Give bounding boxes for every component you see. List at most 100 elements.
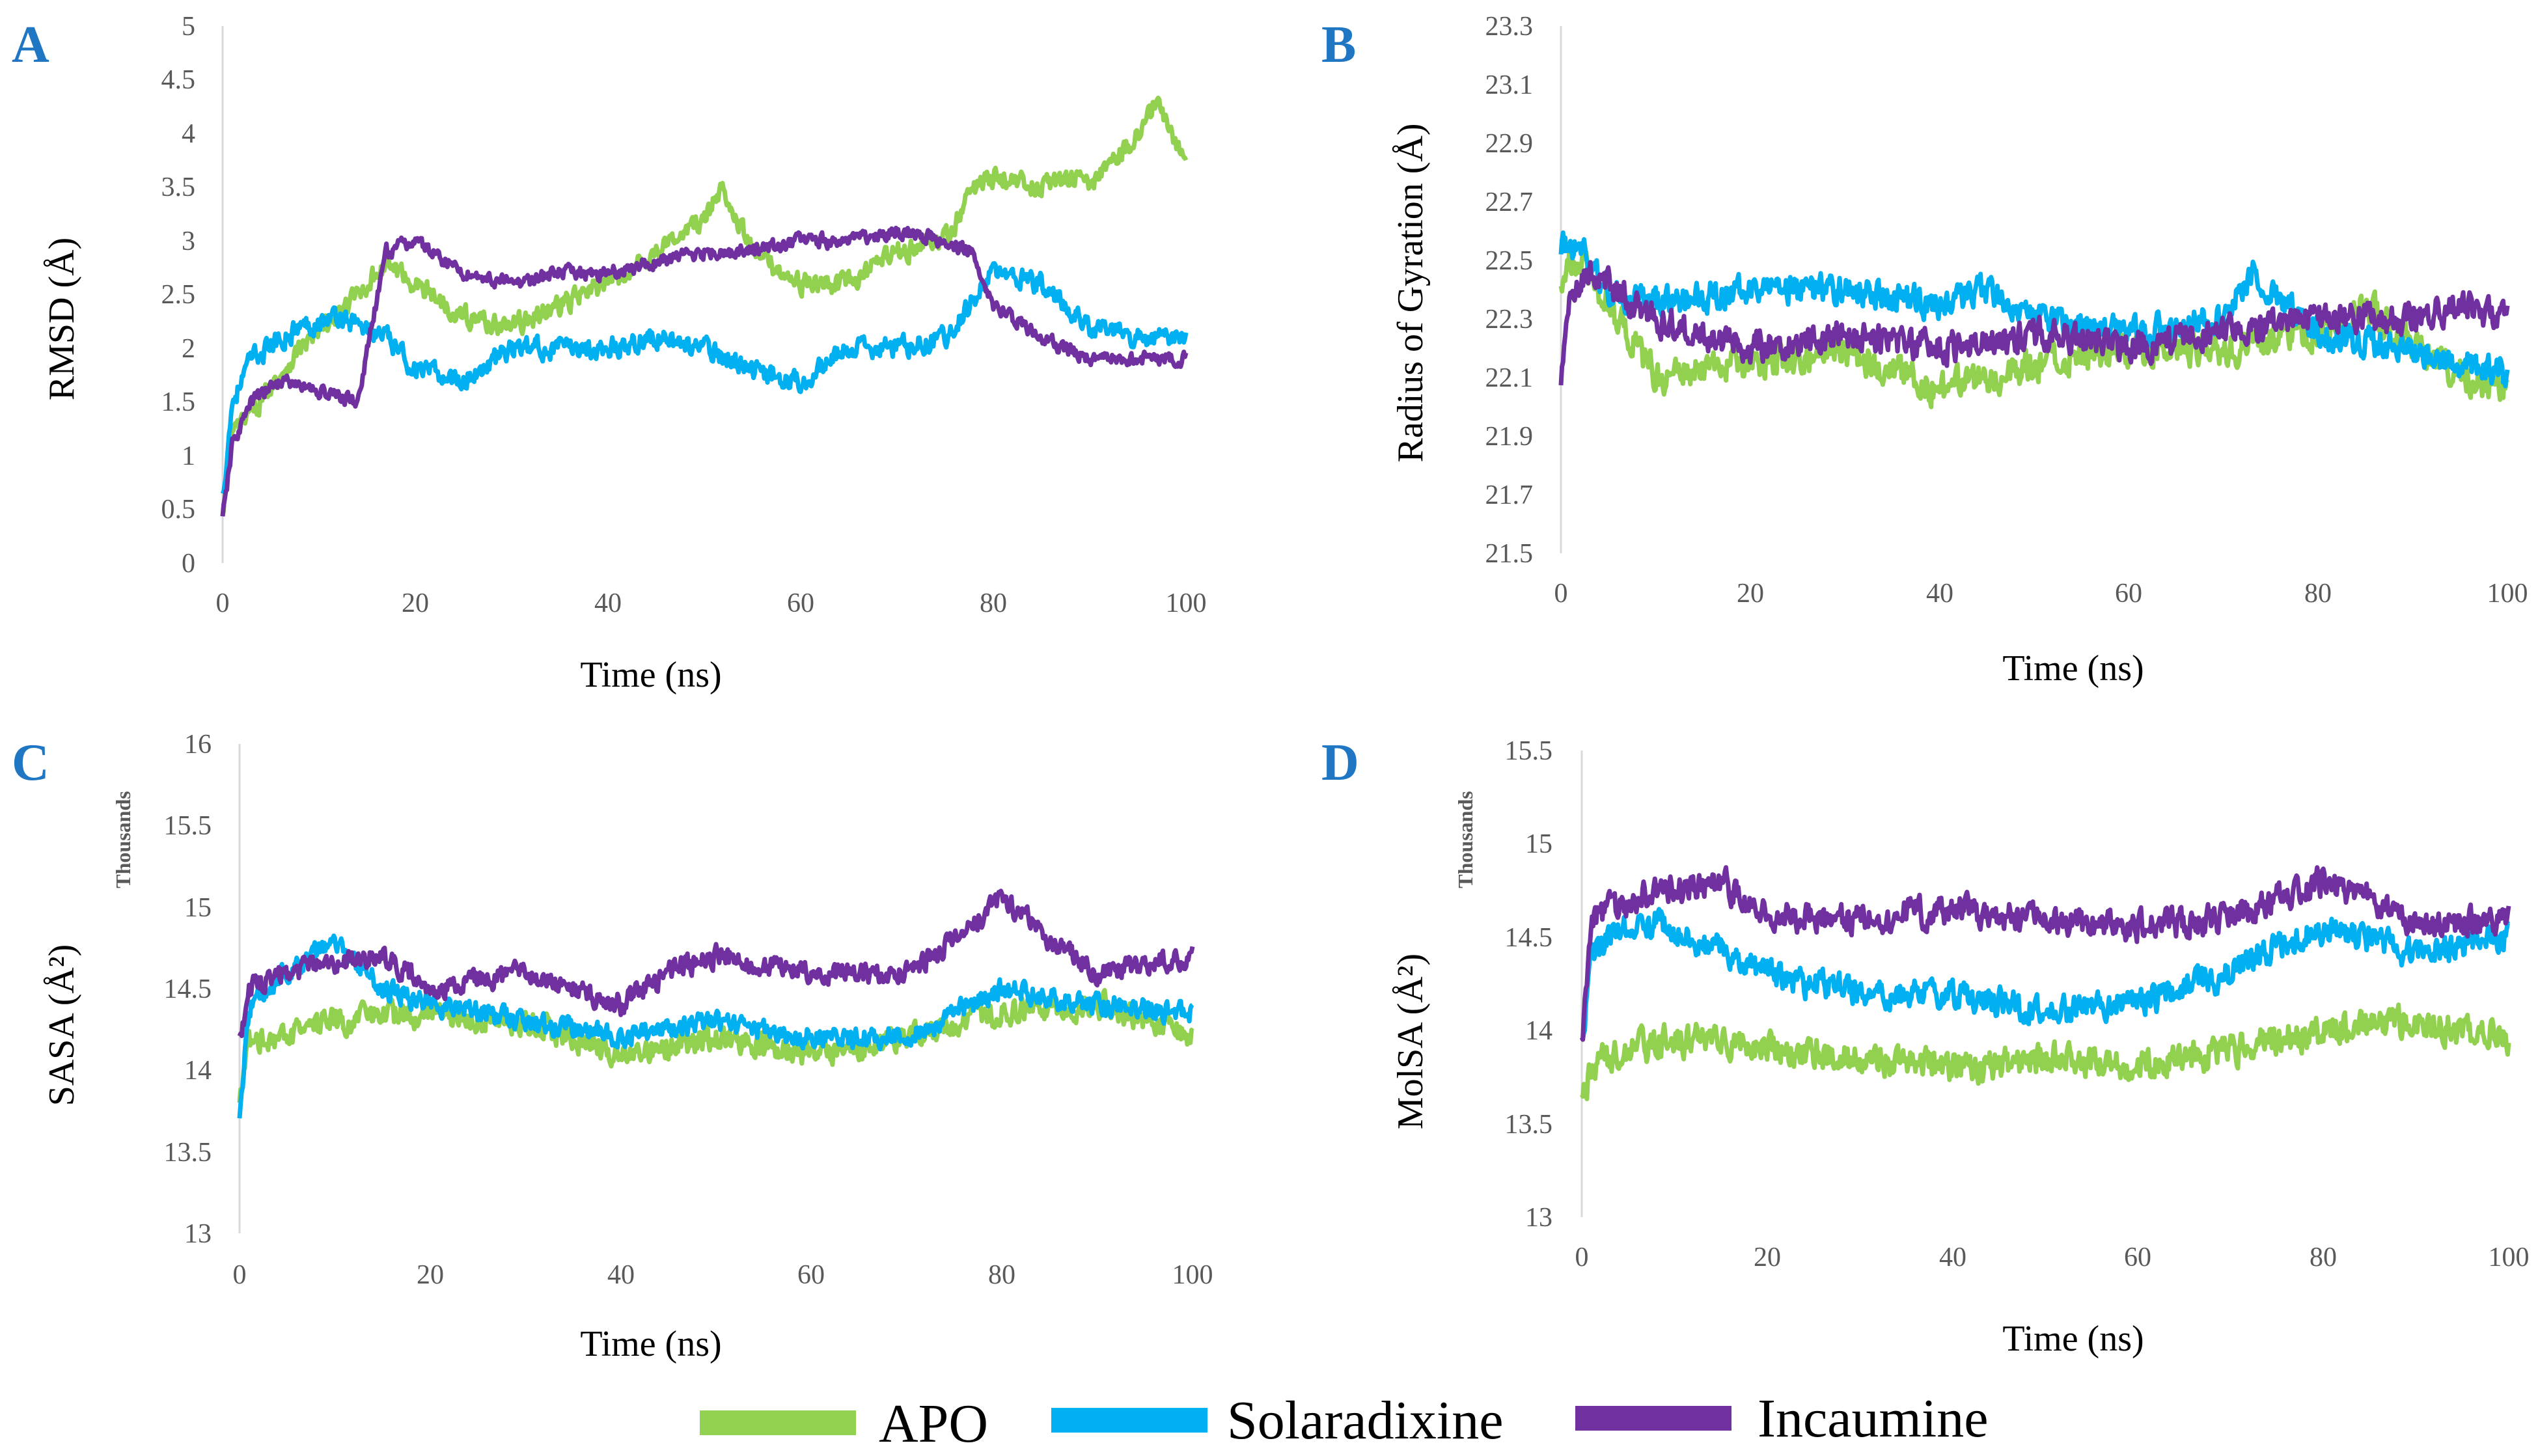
panel-letter: D bbox=[1321, 734, 1359, 791]
y-tick: 23.1 bbox=[1485, 70, 1534, 100]
panel-d: D 13 13.5 14 14.5 15 15.5 0 20 40 60 80 … bbox=[1321, 734, 2530, 1359]
series-line-solaradixine bbox=[1558, 230, 2510, 389]
x-ticks: 0 20 40 60 80 100 bbox=[1575, 1243, 2530, 1272]
panel-letter: B bbox=[1321, 16, 1356, 74]
x-axis-title: Time (ns) bbox=[2002, 648, 2144, 689]
y-tick: 14.5 bbox=[1505, 923, 1553, 953]
y-tick: 3.5 bbox=[161, 172, 196, 202]
y-tick: 15 bbox=[184, 893, 212, 923]
y-tick: 22.1 bbox=[1485, 363, 1534, 393]
x-tick: 80 bbox=[988, 1260, 1015, 1290]
panel-c: C 13 13.5 14 14.5 15 15.5 16 0 20 40 60 … bbox=[12, 730, 1213, 1364]
y-tick: 16 bbox=[184, 730, 212, 760]
x-axis-title: Time (ns) bbox=[580, 1324, 721, 1364]
y-tick: 22.3 bbox=[1485, 305, 1534, 335]
y-axis-title: RMSD (Å) bbox=[42, 238, 82, 400]
x-tick: 20 bbox=[402, 588, 429, 618]
legend-item-apo: APO bbox=[700, 1394, 988, 1454]
x-tick: 80 bbox=[2304, 579, 2332, 609]
x-tick: 0 bbox=[1575, 1243, 1589, 1272]
series-line-incaumine bbox=[1558, 260, 2510, 386]
series-line-solaradixine bbox=[220, 261, 1189, 495]
y-tick: 2 bbox=[182, 334, 195, 364]
y-tick: 14.5 bbox=[164, 974, 212, 1004]
y-tick: 15.5 bbox=[164, 811, 212, 841]
y-ticks: 13 13.5 14 14.5 15 15.5 16 bbox=[164, 730, 212, 1249]
x-axis-title: Time (ns) bbox=[2002, 1319, 2144, 1359]
y-tick: 4.5 bbox=[161, 65, 196, 95]
y-axis-title: Radius of Gyration (Å) bbox=[1390, 123, 1431, 462]
y-tick: 0 bbox=[182, 549, 195, 579]
y-tick: 15.5 bbox=[1505, 736, 1553, 766]
legend: APO Solaradixine Incaumine bbox=[700, 1388, 1989, 1454]
x-tick: 60 bbox=[787, 588, 814, 618]
y-ticks: 21.5 21.7 21.9 22.1 22.3 22.5 22.7 22.9 … bbox=[1485, 12, 1534, 569]
legend-label: APO bbox=[879, 1394, 988, 1454]
y-tick: 1 bbox=[182, 441, 195, 471]
y-tick: 21.5 bbox=[1485, 539, 1534, 569]
units-label: Thousands bbox=[1454, 791, 1477, 888]
x-tick: 60 bbox=[797, 1260, 825, 1290]
y-tick: 5 bbox=[182, 12, 195, 42]
y-tick: 14 bbox=[1525, 1016, 1552, 1046]
y-ticks: 13 13.5 14 14.5 15 15.5 bbox=[1505, 736, 1553, 1233]
y-tick: 1.5 bbox=[161, 387, 196, 417]
x-tick: 60 bbox=[2115, 579, 2142, 609]
panel-letter: A bbox=[12, 16, 49, 74]
y-tick: 13.5 bbox=[1505, 1110, 1553, 1140]
x-tick: 20 bbox=[1737, 579, 1764, 609]
y-tick: 13 bbox=[1525, 1203, 1552, 1233]
y-tick: 22.5 bbox=[1485, 246, 1534, 276]
y-axis-title: SASA (Å²) bbox=[42, 944, 82, 1106]
y-axis-title: MolSA (Å²) bbox=[1390, 954, 1431, 1129]
x-tick: 0 bbox=[216, 588, 230, 618]
y-tick: 23.3 bbox=[1485, 12, 1534, 42]
x-tick: 100 bbox=[1172, 1260, 1213, 1290]
legend-item-incaumine: Incaumine bbox=[1575, 1388, 1989, 1449]
y-tick: 21.9 bbox=[1485, 422, 1534, 452]
x-ticks: 0 20 40 60 80 100 bbox=[216, 588, 1207, 618]
y-tick: 13 bbox=[184, 1219, 212, 1249]
x-tick: 100 bbox=[2487, 579, 2528, 609]
series-line-incaumine bbox=[237, 888, 1195, 1038]
series-line-apo bbox=[1579, 1002, 2511, 1101]
series-line-apo bbox=[237, 987, 1194, 1103]
x-tick: 40 bbox=[607, 1260, 635, 1290]
series-line-apo bbox=[220, 95, 1189, 517]
x-tick: 80 bbox=[2310, 1243, 2337, 1272]
plot-area bbox=[237, 888, 1195, 1119]
legend-swatch bbox=[1575, 1406, 1731, 1431]
y-tick: 0.5 bbox=[161, 495, 196, 525]
units-label: Thousands bbox=[111, 791, 135, 888]
y-tick: 2.5 bbox=[161, 280, 196, 310]
x-tick: 0 bbox=[233, 1260, 247, 1290]
y-tick: 22.7 bbox=[1485, 187, 1534, 217]
x-ticks: 0 20 40 60 80 100 bbox=[233, 1260, 1213, 1290]
x-tick: 20 bbox=[1754, 1243, 1781, 1272]
series-line-incaumine bbox=[220, 225, 1189, 517]
y-tick: 22.9 bbox=[1485, 129, 1534, 159]
x-tick: 0 bbox=[1554, 579, 1568, 609]
x-tick: 40 bbox=[1926, 579, 1953, 609]
y-tick: 4 bbox=[182, 119, 195, 149]
x-tick: 40 bbox=[1939, 1243, 1966, 1272]
y-tick: 14 bbox=[184, 1056, 212, 1086]
legend-swatch bbox=[700, 1410, 856, 1435]
x-tick: 40 bbox=[594, 588, 622, 618]
series-line-solaradixine bbox=[237, 933, 1194, 1119]
panel-letter: C bbox=[12, 734, 49, 791]
x-axis-title: Time (ns) bbox=[580, 655, 721, 695]
legend-label: Incaumine bbox=[1758, 1388, 1989, 1449]
legend-item-solaradixine: Solaradixine bbox=[1051, 1390, 1504, 1451]
y-tick: 13.5 bbox=[164, 1138, 212, 1168]
x-tick: 100 bbox=[2489, 1243, 2530, 1272]
panel-b: B 21.5 21.7 21.9 22.1 22.3 22.5 22.7 22.… bbox=[1321, 12, 2528, 689]
plot-area bbox=[1579, 865, 2511, 1101]
x-tick: 60 bbox=[2124, 1243, 2151, 1272]
x-tick: 100 bbox=[1166, 588, 1207, 618]
series-line-incaumine bbox=[1579, 865, 2511, 1042]
plot-area bbox=[1558, 230, 2510, 409]
legend-swatch bbox=[1051, 1408, 1207, 1433]
y-tick: 15 bbox=[1525, 829, 1552, 859]
